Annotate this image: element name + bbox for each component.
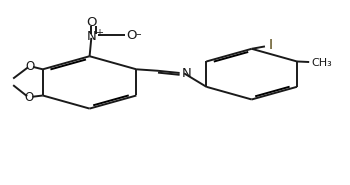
Text: N: N bbox=[181, 67, 191, 80]
Text: CH₃: CH₃ bbox=[311, 58, 332, 68]
Text: O: O bbox=[126, 29, 136, 42]
Text: O: O bbox=[86, 16, 97, 29]
Text: N: N bbox=[86, 30, 96, 43]
Text: I: I bbox=[268, 38, 272, 52]
Text: –: – bbox=[135, 29, 141, 39]
Text: O: O bbox=[24, 91, 34, 104]
Text: O: O bbox=[25, 60, 34, 73]
Text: +: + bbox=[95, 28, 103, 38]
